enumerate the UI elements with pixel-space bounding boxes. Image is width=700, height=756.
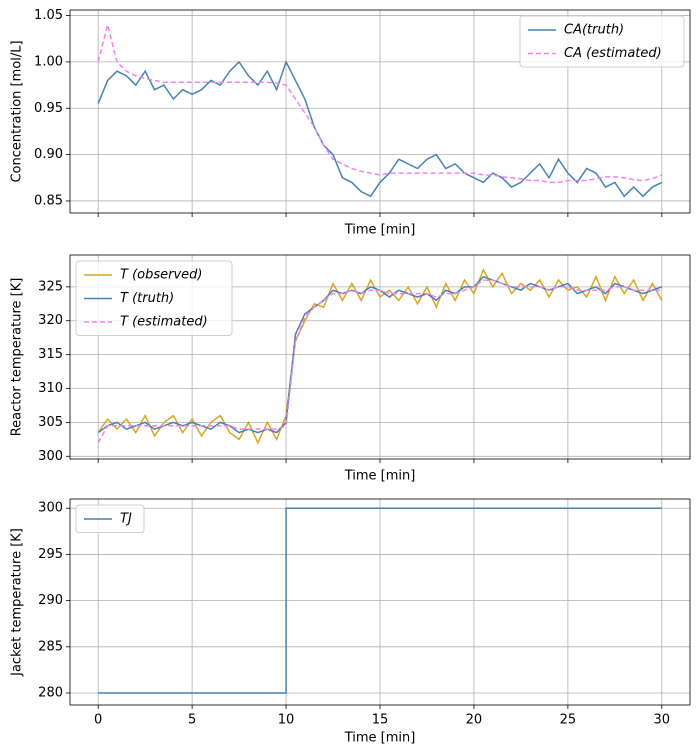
x-tick-label: 20 [466, 713, 483, 728]
x-tick-label: 5 [188, 713, 196, 728]
y-tick-label: 1.05 [34, 8, 63, 23]
series-line [97, 24, 663, 184]
y-tick-label: 0.85 [34, 193, 63, 208]
legend-box [519, 15, 685, 68]
x-tick-label: 30 [654, 713, 671, 728]
axes-frame [69, 498, 691, 706]
series-line [97, 59, 663, 198]
y-tick-label: 280 [38, 685, 63, 700]
legend-label: CA(truth) [564, 23, 624, 38]
y-axis-label: Reactor temperature [K] [10, 278, 25, 437]
y-tick-label: 320 [38, 313, 63, 328]
x-tick-label: 10 [278, 713, 295, 728]
y-axis-label: Jacket temperature [K] [10, 528, 25, 677]
y-tick-label: 285 [38, 639, 63, 654]
legend-label: CA (estimated) [564, 46, 662, 61]
x-tick-label: 15 [372, 713, 389, 728]
y-tick-label: 0.90 [34, 147, 63, 162]
y-tick-label: 305 [38, 415, 63, 430]
x-tick-label: 25 [560, 713, 577, 728]
x-axis-label: Time [min] [344, 469, 416, 484]
axes-frame [69, 9, 691, 214]
axes-frame [69, 254, 691, 460]
y-tick-label: 315 [38, 347, 63, 362]
y-tick-label: 310 [38, 381, 63, 396]
y-tick-label: 290 [38, 593, 63, 608]
legend-box [75, 260, 233, 336]
legend-label: T (estimated) [120, 315, 208, 330]
y-axis-label: Concentration [mol/L] [10, 40, 25, 182]
x-axis-label: Time [min] [344, 223, 416, 238]
y-tick-label: 300 [38, 501, 63, 516]
y-tick-label: 300 [38, 449, 63, 464]
y-tick-label: 1.00 [34, 54, 63, 69]
series-line [97, 279, 662, 444]
series-line [97, 268, 663, 445]
x-axis-label: Time [min] [344, 731, 416, 746]
y-tick-label: 0.95 [34, 101, 63, 116]
legend-label: TJ [120, 512, 132, 527]
y-tick-label: 295 [38, 547, 63, 562]
legend-label: T (observed) [120, 268, 202, 283]
y-tick-label: 325 [38, 279, 63, 294]
legend-label: T (truth) [120, 291, 174, 306]
series-line [98, 507, 662, 694]
x-tick-label: 0 [94, 713, 102, 728]
